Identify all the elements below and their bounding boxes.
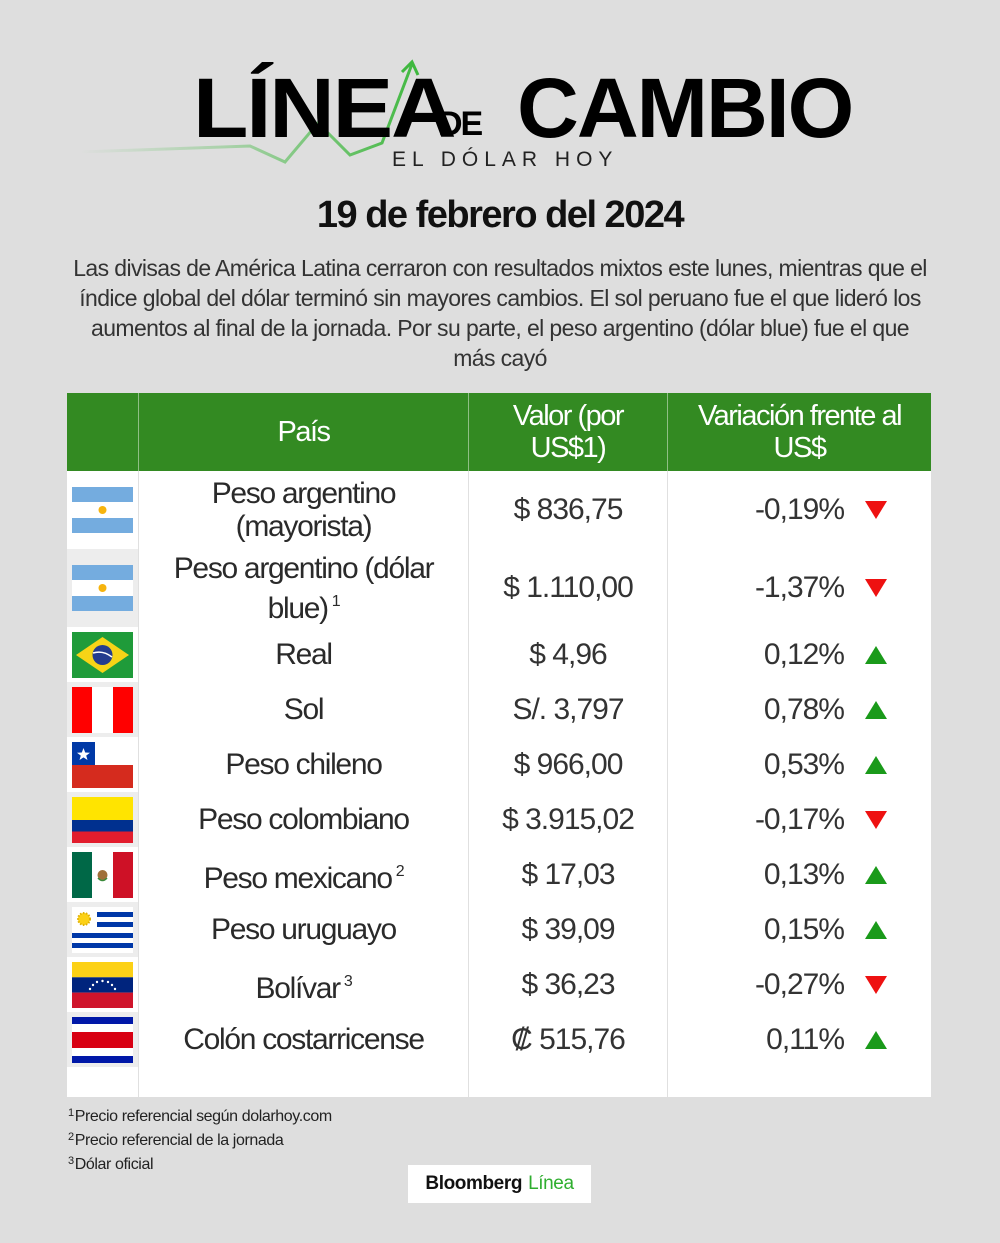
currency-variation: -0,17%: [668, 792, 931, 847]
table-row: Sol S/. 3,797 0,78%: [67, 682, 931, 737]
currency-variation: 0,11%: [668, 1012, 931, 1067]
flag-peru-icon: [72, 687, 133, 733]
currency-table: País Valor (por US$1) Variación frente a…: [67, 393, 931, 1097]
currency-variation: 0,78%: [668, 682, 931, 737]
flag-mexico-icon: [72, 852, 133, 898]
flag-venezuela-icon: [72, 962, 133, 1008]
table-row: Peso colombiano $ 3.915,02 -0,17%: [67, 792, 931, 847]
currency-variation: 0,13%: [668, 847, 931, 902]
currency-value: S/. 3,797: [512, 692, 624, 726]
flag-cell: [67, 1012, 138, 1067]
arrow-up-icon: [865, 700, 887, 719]
column-header-variation: Variación frente al US$: [697, 400, 903, 464]
table-row: Bolívar 3 $ 36,23 -0,27%: [67, 957, 931, 1012]
table-row: Peso chileno $ 966,00 0,53%: [67, 737, 931, 792]
currency-value: $ 966,00: [513, 747, 624, 781]
currency-name: Peso colombiano: [198, 803, 410, 836]
currency-name: Peso argentino (dólar blue) 1: [173, 551, 435, 625]
arrow-down-icon: [865, 579, 887, 597]
arrow-down-icon: [865, 501, 887, 519]
flag-cell: [67, 471, 138, 549]
column-header-country: País: [277, 416, 331, 448]
footnote-2: 2Precio referencial de la jornada: [68, 1131, 284, 1149]
currency-value: $ 39,09: [521, 912, 615, 946]
flag-colombia-icon: [72, 797, 133, 843]
currency-value: $ 836,75: [513, 493, 624, 526]
table-row: Colón costarricense ₡ 515,76 0,11%: [67, 1012, 931, 1067]
arrow-up-icon: [865, 645, 887, 664]
currency-value: $ 3.915,02: [502, 802, 635, 836]
currency-variation: -0,27%: [668, 957, 931, 1012]
currency-name: Peso mexicano 2: [203, 861, 405, 895]
linea-de-cambio-logo: LÍNEA DE CAMBIO EL DÓLAR HOY: [0, 0, 1000, 180]
logo-word-linea: LÍNEA: [193, 61, 457, 155]
flag-brazil-icon: [72, 632, 133, 678]
currency-name: Bolívar 3: [255, 971, 353, 1005]
flag-cell: [67, 682, 138, 737]
flag-costa-rica-icon: [72, 1017, 133, 1063]
flag-argentina-icon: [72, 487, 133, 533]
currency-value: $ 1.110,00: [503, 571, 634, 604]
arrow-head-icon: [400, 59, 420, 76]
footnote-marker: 2: [395, 862, 405, 880]
bloomberg-linea-logo: Bloomberg Línea: [408, 1165, 591, 1203]
currency-name: Real: [275, 638, 333, 671]
brand-part-1: Bloomberg: [425, 1173, 523, 1194]
arrow-up-icon: [865, 755, 887, 774]
flag-cell: [67, 792, 138, 847]
flag-cell: [67, 902, 138, 957]
footnote-1: 1Precio referencial según dolarhoy.com: [68, 1107, 332, 1125]
table-row: Peso mexicano 2 $ 17,03 0,13%: [67, 847, 931, 902]
arrow-down-icon: [865, 975, 887, 994]
currency-value: $ 17,03: [521, 857, 615, 891]
currency-variation: -0,19%: [668, 471, 931, 549]
table-row: Peso uruguayo $ 39,09 0,15%: [67, 902, 931, 957]
table-row: Real $ 4,96 0,12%: [67, 627, 931, 682]
currency-variation: 0,53%: [668, 737, 931, 792]
currency-value: $ 4,96: [529, 637, 607, 671]
flag-cell: [67, 737, 138, 792]
flag-cell: [67, 957, 138, 1012]
page-date: 19 de febrero del 2024: [316, 194, 685, 236]
intro-paragraph: Las divisas de América Latina cerraron c…: [73, 255, 927, 371]
logo-word-de: DE: [438, 105, 483, 143]
column-header-flag: [67, 393, 138, 471]
currency-name: Peso argentino (mayorista): [211, 477, 397, 543]
trend-line-arrow-icon: [79, 63, 414, 164]
arrow-down-icon: [865, 810, 887, 829]
currency-variation: -1,37%: [668, 549, 931, 627]
currency-variation: 0,12%: [668, 627, 931, 682]
logo-word-cambio: CAMBIO: [517, 61, 854, 155]
currency-variation: 0,15%: [668, 902, 931, 957]
footnote-marker: 3: [343, 972, 353, 990]
table-row: Peso argentino (mayorista) $ 836,75 -0,19%: [67, 471, 931, 549]
arrow-up-icon: [865, 865, 887, 884]
footnote-marker: 1: [331, 592, 341, 610]
currency-value: ₡ 515,76: [511, 1022, 626, 1056]
currency-name: Peso chileno: [225, 748, 382, 781]
logo-subtitle: EL DÓLAR HOY: [392, 148, 619, 171]
footnotes: 1Precio referencial según dolarhoy.com 2…: [68, 1103, 332, 1175]
flag-cell: [67, 549, 138, 627]
column-header-value: Valor (por US$1): [512, 400, 625, 464]
flag-argentina-icon: [72, 565, 133, 611]
table-row: Peso argentino (dólar blue) 1 $ 1.110,00 -1…: [67, 549, 931, 627]
currency-value: $ 36,23: [521, 967, 615, 1001]
flag-chile-icon: [72, 742, 133, 788]
currency-name: Sol: [283, 693, 325, 726]
currency-name: Colón costarricense: [183, 1023, 425, 1056]
flag-uruguay-icon: [72, 907, 133, 953]
currency-name: Peso uruguayo: [211, 913, 397, 946]
footnote-3: 3Dólar oficial: [68, 1155, 154, 1173]
flag-cell: [67, 847, 138, 902]
brand-part-2: Línea: [528, 1173, 574, 1194]
table-header: País Valor (por US$1) Variación frente a…: [67, 393, 931, 471]
arrow-up-icon: [865, 920, 887, 939]
arrow-up-icon: [865, 1030, 887, 1049]
flag-cell: [67, 627, 138, 682]
